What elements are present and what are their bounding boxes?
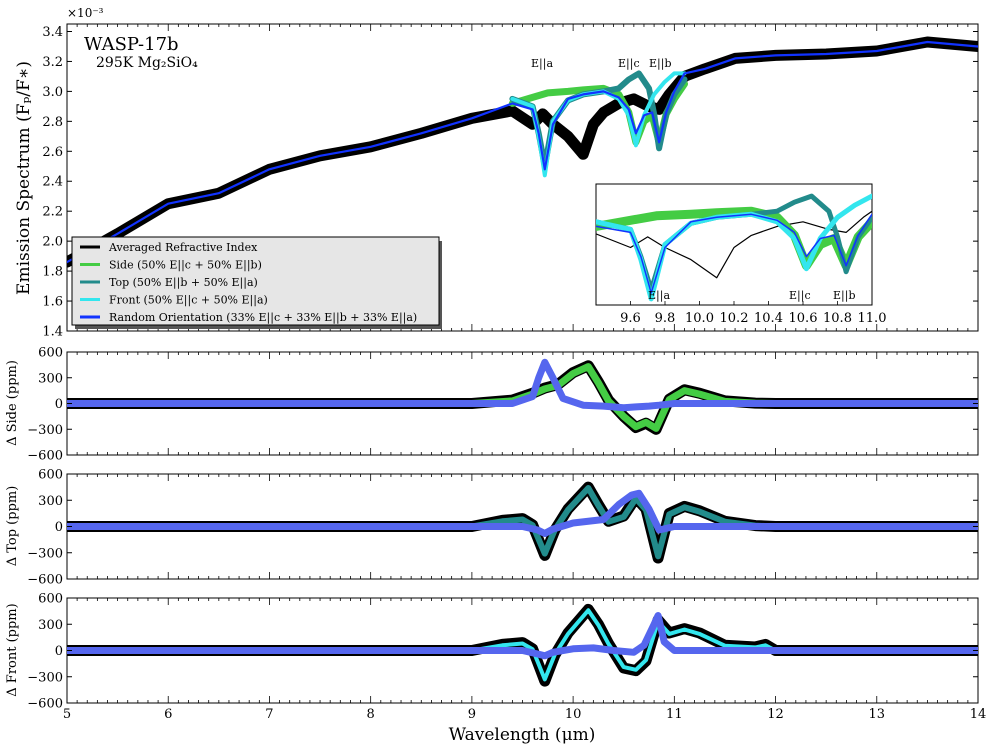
main-ytick-label: 2.6 xyxy=(42,145,63,160)
top-ytick-label: 600 xyxy=(38,468,63,483)
x-tick-label: 10 xyxy=(565,707,582,722)
axes-group: 1.41.61.82.02.22.42.62.83.03.23.46003000… xyxy=(27,24,986,722)
legend: Averaged Refractive Index Side (50% E||c … xyxy=(71,236,442,329)
side-series-random-orientation-33-e-c-33-e-b-33-e-a xyxy=(67,358,978,412)
front-ytick-label: −300 xyxy=(27,670,63,685)
inset-xtick-label: 9.8 xyxy=(655,311,676,326)
inset-xtick-label: 11.0 xyxy=(858,311,887,326)
legend-label-front-50-e-c-50-e-a: Front (50% E||c + 50% E||a) xyxy=(109,294,268,308)
inset-axes-group: 9.6 9.8 10.0 10.2 10.4 10.6 10.8 11.0 xyxy=(620,301,886,326)
front-ytick-label: 600 xyxy=(38,592,63,607)
annotation-e-c: E||c xyxy=(618,57,640,71)
inset-annotation-e-a: E||a xyxy=(648,289,670,303)
inset-series-averaged-refractive-index xyxy=(596,210,872,279)
legend-label-random-orientation-33-e-c-33-e-b-33-e-a: Random Orientation (33% E||c + 33% E||b … xyxy=(109,311,417,325)
side-ytick-label: −300 xyxy=(27,423,63,438)
legend-box xyxy=(71,236,440,326)
front-ylabel: Δ Front (ppm) xyxy=(5,603,20,696)
inset-series-group xyxy=(596,193,872,302)
main-ytick-label: 2.8 xyxy=(42,115,63,130)
front-series-front-50-e-c-50-e-a xyxy=(67,608,978,682)
side-ytick-label: 0 xyxy=(55,397,63,412)
main-ytick-label: 3.2 xyxy=(42,55,63,70)
inset-annotation-e-c: E||c xyxy=(789,289,811,303)
main-ytick-label: 1.4 xyxy=(42,325,63,340)
top-series-random-orientation-33-e-c-33-e-b-33-e-a xyxy=(67,489,978,537)
inset-xtick-label: 10.6 xyxy=(789,311,818,326)
main-ytick-label: 1.6 xyxy=(42,295,63,310)
legend-label-top-50-e-b-50-e-a: Top (50% E||b + 50% E||a) xyxy=(109,276,258,290)
x-axis-label: Wavelength (μm) xyxy=(449,725,596,745)
top-ytick-label: 300 xyxy=(38,494,63,509)
x-tick-label: 5 xyxy=(63,707,71,722)
x-tick-label: 9 xyxy=(468,707,476,722)
y-scale-note: ×10⁻³ xyxy=(67,6,104,20)
main-ytick-label: 2.0 xyxy=(42,235,63,250)
main-ytick-label: 2.2 xyxy=(42,205,63,220)
inset-xtick-label: 10.0 xyxy=(685,311,714,326)
main-ytick-label: 2.4 xyxy=(42,175,63,190)
inset-xtick-label: 10.8 xyxy=(823,311,852,326)
x-tick-label: 13 xyxy=(869,707,886,722)
chart-title: WASP-17b xyxy=(84,34,179,55)
legend-label-side-50-e-c-50-e-b: Side (50% E||c + 50% E||b) xyxy=(109,259,262,273)
main-ylabel: Emission Spectrum (Fₚ/F∗) xyxy=(14,61,34,295)
main-ytick-label: 3.4 xyxy=(42,25,63,40)
inset-xtick-label: 9.6 xyxy=(620,311,641,326)
side-ylabel: Δ Side (ppm) xyxy=(5,360,20,446)
top-series-group xyxy=(67,481,978,564)
top-ylabel: Δ Top (ppm) xyxy=(5,486,20,567)
top-ytick-label: −600 xyxy=(27,573,63,588)
main-ytick-label: 3.0 xyxy=(42,85,63,100)
inset-series-random-orientation-33-e-c-33-e-b-33-e-a xyxy=(596,213,872,294)
top-ytick-label: 0 xyxy=(55,520,63,535)
x-tick-label: 12 xyxy=(767,707,784,722)
x-tick-label: 7 xyxy=(265,707,273,722)
front-ytick-label: −600 xyxy=(27,697,63,712)
front-series-random-orientation-33-e-c-33-e-b-33-e-a xyxy=(67,612,978,660)
front-ytick-label: 300 xyxy=(38,618,63,633)
x-tick-label: 8 xyxy=(367,707,375,722)
side-ytick-label: 300 xyxy=(38,371,63,386)
side-ytick-label: 600 xyxy=(38,346,63,361)
top-ytick-label: −300 xyxy=(27,546,63,561)
main-ytick-label: 1.8 xyxy=(42,265,63,280)
side-ytick-label: −600 xyxy=(27,449,63,464)
top-series-top-50-e-b-50-e-a xyxy=(67,485,978,560)
main-series-random-orientation-33-e-c-33-e-b-33-e-a xyxy=(67,40,978,264)
inset-annotation-e-b: E||b xyxy=(833,289,855,303)
side-series-group xyxy=(67,358,978,435)
x-tick-label: 14 xyxy=(970,707,987,722)
inset-xtick-label: 10.2 xyxy=(720,311,749,326)
legend-label-averaged-refractive-index: Averaged Refractive Index xyxy=(108,241,258,254)
inset-xtick-label: 10.4 xyxy=(754,311,783,326)
annotation-e-b: E||b xyxy=(649,57,671,71)
chart-subtitle: 295K Mg₂SiO₄ xyxy=(96,55,198,71)
legend-entries: Averaged Refractive Index Side (50% E||c … xyxy=(80,241,417,325)
front-ytick-label: 0 xyxy=(55,644,63,659)
annotation-e-a: E||a xyxy=(531,57,553,71)
x-tick-label: 11 xyxy=(666,707,683,722)
main-series-group xyxy=(67,36,978,268)
x-tick-label: 6 xyxy=(164,707,172,722)
front-series-group xyxy=(67,603,978,687)
